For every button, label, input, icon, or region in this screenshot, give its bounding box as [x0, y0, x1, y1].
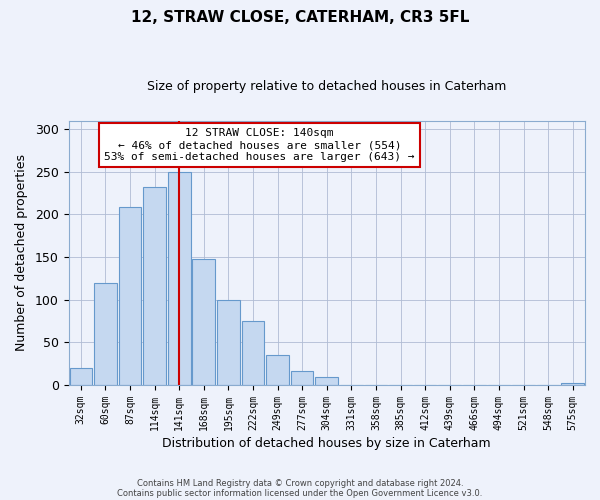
Text: 12, STRAW CLOSE, CATERHAM, CR3 5FL: 12, STRAW CLOSE, CATERHAM, CR3 5FL	[131, 10, 469, 25]
Text: 12 STRAW CLOSE: 140sqm
← 46% of detached houses are smaller (554)
53% of semi-de: 12 STRAW CLOSE: 140sqm ← 46% of detached…	[104, 128, 415, 162]
Bar	[242, 321, 265, 385]
Bar	[266, 355, 289, 385]
Bar	[562, 384, 584, 385]
Bar	[217, 300, 240, 385]
Y-axis label: Number of detached properties: Number of detached properties	[15, 154, 28, 352]
Bar	[94, 282, 117, 385]
X-axis label: Distribution of detached houses by size in Caterham: Distribution of detached houses by size …	[163, 437, 491, 450]
Text: Contains HM Land Registry data © Crown copyright and database right 2024.: Contains HM Land Registry data © Crown c…	[137, 478, 463, 488]
Text: Contains public sector information licensed under the Open Government Licence v3: Contains public sector information licen…	[118, 488, 482, 498]
Bar	[119, 206, 142, 385]
Bar	[316, 376, 338, 385]
Bar	[168, 172, 191, 385]
Title: Size of property relative to detached houses in Caterham: Size of property relative to detached ho…	[147, 80, 506, 93]
Bar	[70, 368, 92, 385]
Bar	[143, 187, 166, 385]
Bar	[291, 372, 313, 385]
Bar	[193, 259, 215, 385]
